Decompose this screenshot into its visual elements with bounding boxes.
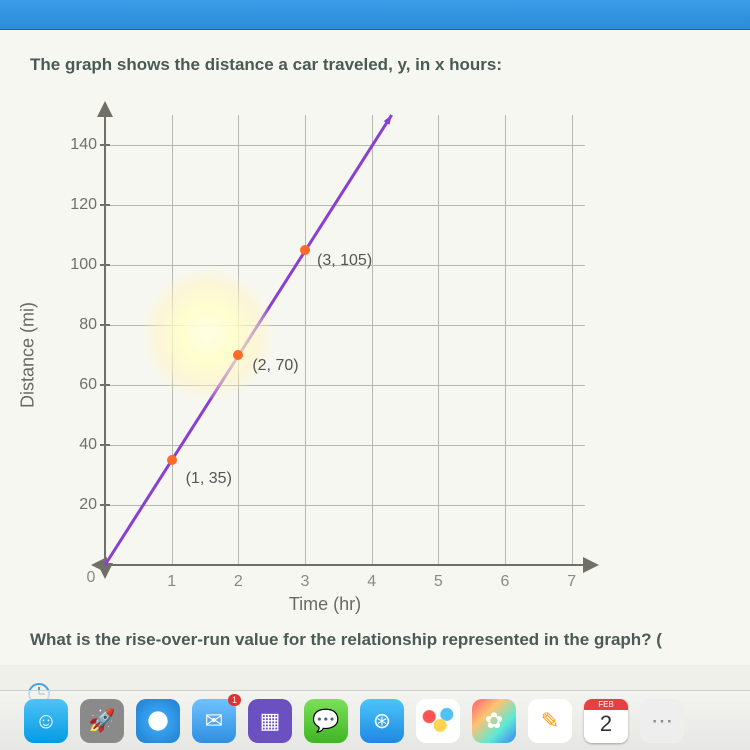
y-tick-label: 140 [70, 136, 97, 154]
data-point-label: (2, 70) [252, 357, 298, 375]
chart-container: Distance (mi) 2040608010012014012345670(… [40, 105, 610, 605]
dock-calendar-icon[interactable]: FEB 2 [584, 699, 628, 743]
data-point [300, 245, 310, 255]
x-axis-label: Time (hr) [289, 594, 361, 615]
data-point-label: (1, 35) [186, 470, 232, 488]
line-plot [105, 115, 585, 565]
x-axis-arrow-right [583, 557, 599, 573]
question-text: What is the rise-over-run value for the … [0, 615, 750, 665]
calendar-month: FEB [584, 699, 628, 710]
x-tick-label: 2 [234, 573, 243, 591]
dock-pages-icon[interactable]: ✎ [528, 699, 572, 743]
x-tick-label: 7 [567, 573, 576, 591]
y-tick-label: 120 [70, 196, 97, 214]
dock-appstore-icon[interactable]: ⊛ [360, 699, 404, 743]
y-tick-label: 80 [79, 316, 97, 334]
dock-mail-icon[interactable]: ✉1 [192, 699, 236, 743]
dock-safari-icon[interactable] [136, 699, 180, 743]
data-point-label: (3, 105) [317, 252, 372, 270]
y-tick-label: 100 [70, 256, 97, 274]
calendar-day: 2 [600, 710, 612, 738]
plot-area: 2040608010012014012345670(1, 35)(2, 70)(… [105, 115, 585, 565]
x-tick-label: 5 [434, 573, 443, 591]
y-tick-label: 20 [79, 496, 97, 514]
prompt-text: The graph shows the distance a car trave… [30, 55, 720, 75]
dock-launchpad-icon[interactable]: 🚀 [80, 699, 124, 743]
dock-app-icon[interactable]: ▦ [248, 699, 292, 743]
data-point [233, 350, 243, 360]
mail-badge: 1 [228, 694, 241, 706]
dock: ☺ 🚀 ✉1 ▦ 💬 ⊛ ✿ ✎ FEB 2 ⋯ [0, 690, 750, 750]
dock-game-icon[interactable] [416, 699, 460, 743]
data-point [167, 455, 177, 465]
dock-finder-icon[interactable]: ☺ [24, 699, 68, 743]
x-tick-label: 1 [167, 573, 176, 591]
x-tick-label: 3 [301, 573, 310, 591]
origin-label: 0 [87, 569, 96, 587]
y-tick-label: 40 [79, 436, 97, 454]
x-tick-label: 6 [501, 573, 510, 591]
y-tick-label: 60 [79, 376, 97, 394]
y-axis-label: Distance (mi) [18, 302, 39, 408]
dock-photos-icon[interactable]: ✿ [472, 699, 516, 743]
dock-more-icon[interactable]: ⋯ [640, 699, 684, 743]
browser-top-bar [0, 0, 750, 30]
x-tick-label: 4 [367, 573, 376, 591]
dock-messages-icon[interactable]: 💬 [304, 699, 348, 743]
content-area: The graph shows the distance a car trave… [0, 30, 750, 615]
